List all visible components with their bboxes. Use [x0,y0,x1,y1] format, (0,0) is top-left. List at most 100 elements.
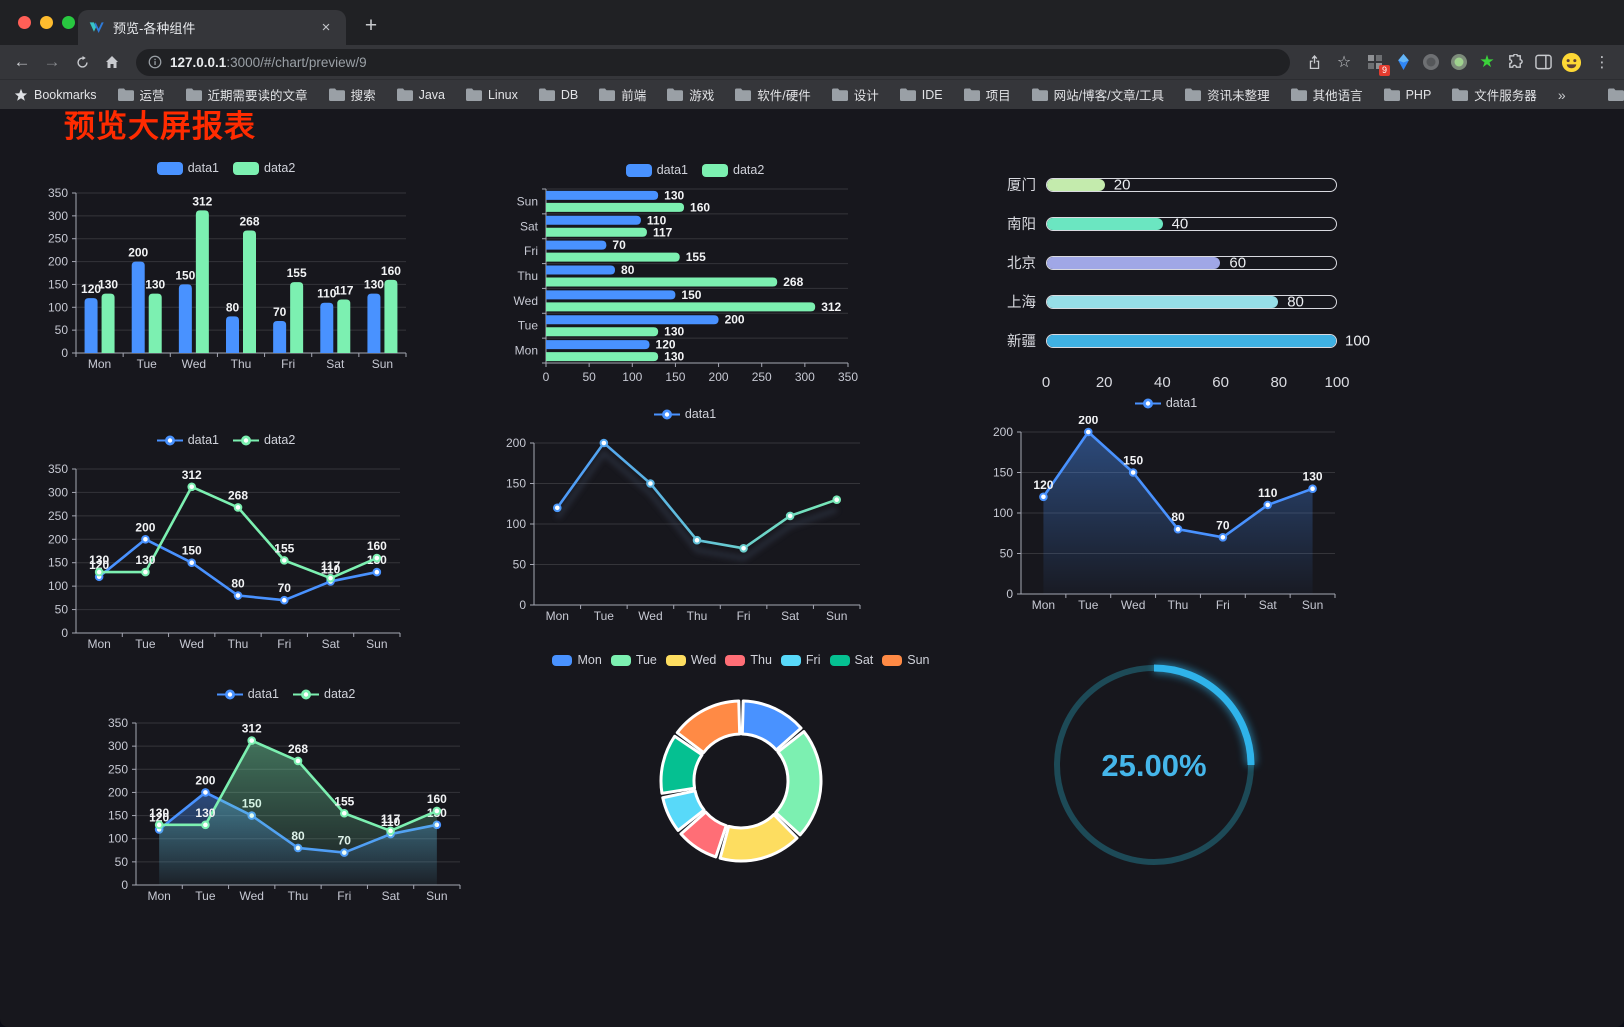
chart-canvas: 0 50 100 150 200 250 300 350 Mon 120 130 Tue 200 130 W… [40,181,412,373]
tab-title: 预览-各种组件 [113,21,196,36]
svg-text:130: 130 [664,188,684,202]
legend-item[interactable]: data1 [156,161,219,175]
legend-item[interactable]: Sat [829,653,873,667]
progress-label: 上海 [1007,295,1036,311]
svg-text:Sun: Sun [1302,598,1323,612]
home-button[interactable] [98,48,126,76]
legend-item[interactable]: Wed [665,653,716,667]
folder-icon [1185,88,1202,101]
legend-item[interactable]: data2 [702,163,764,177]
extensions-puzzle-button[interactable] [1504,51,1526,73]
line-chart-svg: 0 50 100 150 200 250 300 350 Mon Tue Wed Thu Fri Sat S… [108,716,461,903]
svg-text:0: 0 [543,370,550,384]
extension-kite-icon[interactable] [1392,51,1414,73]
legend-item[interactable]: Tue [610,653,657,667]
legend-item[interactable]: Thu [725,653,772,667]
bookmark-folder[interactable]: 设计 [831,85,879,104]
legend-item[interactable]: data1 [653,407,716,421]
legend-item[interactable]: Sun [882,653,930,667]
legend-item[interactable]: data1 [156,433,219,447]
browser-tab[interactable]: 预览-各种组件 × [78,10,346,45]
legend-label: data2 [324,687,356,701]
share-button[interactable] [1300,48,1328,76]
menu-kebab-button[interactable]: ⋮ [1594,54,1610,71]
chart-canvas: 厦门 20 南阳 40 北京 60 上海 80 新疆 100 0 20 40 60 80 100 [992,165,1370,392]
bookmark-folder[interactable]: 软件/硬件 [735,85,811,104]
bookmark-folder[interactable]: 运营 [117,85,165,104]
svg-text:120: 120 [81,282,101,296]
bookmark-folder[interactable]: IDE [899,85,943,104]
bookmark-folder[interactable]: 前端 [599,85,646,104]
bookmark-folder-label: IDE [921,87,943,102]
area-chart-two-series: data1 data2 0 50 100 150 200 250 300 350 Mon Tue We… [100,683,472,905]
bookmark-folder[interactable]: 近期需要读的文章 [185,85,308,104]
bookmark-folder[interactable]: 网站/博客/文章/工具 [1031,85,1164,104]
bookmark-folder[interactable]: DB [538,85,578,104]
svg-text:300: 300 [795,370,815,384]
bookmarks-manager[interactable]: Bookmarks [14,88,97,102]
progress-row: 厦门 20 [992,165,1367,204]
new-tab-button[interactable]: + [364,14,378,37]
bookmark-folder[interactable]: Java [396,85,445,104]
legend-item[interactable]: data2 [293,687,355,701]
svg-text:268: 268 [288,742,308,756]
progress-row: 南阳 40 [992,204,1367,243]
legend-item[interactable]: data2 [233,433,295,447]
svg-text:130: 130 [364,278,384,292]
extension-circle-green-icon[interactable] [1448,51,1470,73]
legend-item[interactable]: Fri [780,653,821,667]
legend-item[interactable]: data1 [625,163,688,177]
forward-button[interactable]: → [43,52,61,71]
legend-item[interactable]: data2 [233,161,295,175]
svg-text:Tue: Tue [518,319,539,333]
bookmark-folder-label: 软件/硬件 [757,89,811,103]
bookmark-folder[interactable]: 其他语言 [1290,85,1363,104]
bookmark-folder[interactable]: 资讯未整理 [1185,85,1270,104]
legend-item[interactable]: data1 [1134,396,1197,410]
bookmark-folder[interactable]: 项目 [963,85,1011,104]
progress-track: 40 [1046,215,1337,232]
bookmark-folder[interactable]: Linux [465,85,518,104]
progress-axis: 0 20 40 60 80 100 [1042,366,1350,392]
other-bookmarks-button[interactable]: 其他书签 [1607,85,1624,104]
back-button[interactable]: ← [13,52,31,71]
bookmark-folder[interactable]: 文件服务器 [1452,85,1537,104]
legend-item[interactable]: data1 [216,687,279,701]
zoom-window-button[interactable] [62,16,75,29]
legend-item[interactable]: Mon [552,653,602,667]
side-panel-button[interactable] [1532,51,1554,73]
gradient-line-chart: data1 0 50 100 150 200 Mon Tue Wed Thu Fri Sat Sun [498,403,872,625]
bookmark-folder[interactable]: 搜索 [328,85,376,104]
svg-text:350: 350 [48,462,68,476]
minimize-window-button[interactable] [40,16,53,29]
legend-label: Mon [577,653,602,667]
url-text: 127.0.0.1:3000/#/chart/preview/9 [170,55,367,70]
profile-avatar[interactable] [1560,51,1582,73]
bookmark-star-button[interactable]: ☆ [1336,54,1352,71]
svg-text:Thu: Thu [517,269,538,283]
svg-text:80: 80 [226,300,240,314]
tab-close-button[interactable]: × [321,19,331,36]
folder-icon [185,88,202,101]
line-chart-svg: 0 50 100 150 200 Mon Tue Wed Thu Fri Sat Sun 120 200 1… [993,416,1336,612]
legend-marker-icon [1134,398,1161,408]
donut-chart-svg [659,699,823,863]
address-bar[interactable]: 127.0.0.1:3000/#/chart/preview/9 [136,48,1290,76]
legend-marker-icon [702,163,728,177]
progress-value: 20 [1113,176,1131,193]
svg-text:Tue: Tue [195,889,216,903]
extension-circle-gray-icon[interactable] [1420,51,1442,73]
svg-text:312: 312 [192,194,212,208]
folder-icon [1031,88,1048,101]
bookmark-folder[interactable]: PHP [1383,85,1431,104]
extension-grid-icon[interactable]: 9 [1364,51,1390,76]
svg-text:70: 70 [612,238,626,252]
site-info-icon[interactable] [148,55,162,69]
bookmarks-overflow-button[interactable]: » [1557,86,1566,103]
close-window-button[interactable] [18,16,31,29]
reload-button[interactable] [68,48,96,76]
svg-text:117: 117 [321,559,341,573]
bookmark-folder[interactable]: 游戏 [667,85,714,104]
titlebar: 预览-各种组件 × + [0,0,1624,45]
extension-star-icon[interactable]: ★ [1479,52,1495,71]
